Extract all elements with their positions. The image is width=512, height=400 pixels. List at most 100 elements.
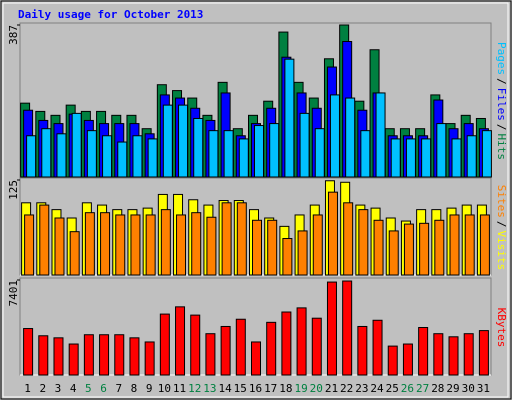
bar: [206, 216, 217, 276]
legend-entry: KBytes: [495, 308, 508, 348]
bar: [83, 334, 94, 376]
bar: [145, 214, 156, 276]
x-tick-label: 6: [100, 382, 107, 395]
x-tick-label: 31: [477, 382, 490, 395]
bar: [251, 341, 261, 376]
bar: [360, 130, 371, 178]
bar: [343, 202, 354, 276]
x-tick-label: 19: [294, 382, 307, 395]
x-tick-label: 12: [188, 382, 201, 395]
bar: [190, 314, 201, 376]
x-tick-label: 25: [386, 382, 399, 395]
bar: [357, 325, 368, 376]
bar: [464, 214, 475, 276]
bar: [345, 97, 356, 178]
bar: [463, 333, 474, 376]
x-tick-label: 16: [249, 382, 262, 395]
bar: [160, 209, 171, 276]
bar: [41, 128, 52, 178]
x-tick-label: 30: [462, 382, 475, 395]
x-tick-label: 9: [146, 382, 153, 395]
legend: Sites / Visits: [495, 185, 508, 271]
bar: [434, 219, 445, 276]
x-tick-label: 7: [115, 382, 122, 395]
bar: [193, 117, 204, 178]
bar: [403, 223, 414, 276]
legend-separator: /: [495, 221, 508, 228]
bar: [372, 319, 383, 376]
x-tick-label: 3: [55, 382, 62, 395]
bar: [23, 328, 34, 376]
bar: [269, 123, 280, 178]
y-tick-label: 7401: [7, 280, 20, 307]
bar: [147, 138, 158, 178]
bar: [284, 58, 295, 178]
x-tick-label: 27: [416, 382, 429, 395]
x-tick-label: 18: [279, 382, 292, 395]
bar: [176, 214, 187, 276]
bar: [238, 138, 249, 178]
x-tick-label: 28: [431, 382, 444, 395]
bar: [418, 327, 429, 376]
bar: [419, 222, 430, 276]
bar: [448, 336, 459, 376]
x-tick-label: 20: [310, 382, 323, 395]
bar: [451, 138, 462, 178]
bar: [314, 128, 325, 178]
bar: [53, 337, 64, 376]
bar: [54, 217, 65, 276]
bar: [235, 318, 246, 376]
bar: [221, 202, 232, 276]
bar: [86, 130, 97, 178]
bar: [281, 311, 292, 376]
bar: [388, 230, 399, 276]
bar: [312, 214, 323, 276]
bar: [479, 214, 490, 276]
legend-separator: /: [495, 78, 508, 85]
legend-entry: Pages: [495, 42, 508, 75]
x-tick-label: 14: [218, 382, 232, 395]
x-tick-label: 4: [70, 382, 77, 395]
bar: [329, 94, 340, 178]
bar: [208, 130, 219, 178]
legend-entry: Files: [495, 88, 508, 121]
x-tick-label: 24: [370, 382, 384, 395]
bar: [68, 343, 79, 376]
bar: [267, 219, 278, 276]
bar: [254, 125, 264, 178]
bar: [129, 337, 140, 376]
x-tick-label: 29: [446, 382, 459, 395]
bar: [358, 209, 369, 276]
x-tick-label: 11: [173, 382, 186, 395]
bar: [159, 313, 170, 376]
chart-title: Daily usage for October 2013: [18, 8, 203, 21]
bar: [56, 133, 67, 178]
x-tick-label: 23: [355, 382, 368, 395]
bar: [466, 135, 477, 178]
bar: [311, 317, 322, 376]
x-tick-label: 2: [39, 382, 46, 395]
legend-entry: Sites: [495, 185, 508, 218]
y-tick-label: 387: [7, 25, 20, 45]
bar: [402, 343, 413, 376]
bar: [24, 214, 35, 276]
bar: [117, 141, 128, 178]
bar: [100, 212, 111, 276]
bar: [38, 335, 49, 376]
bar: [390, 138, 401, 178]
bar: [387, 345, 398, 376]
bar: [478, 330, 489, 376]
bar: [449, 214, 460, 276]
bar: [26, 135, 37, 178]
bar: [71, 112, 82, 178]
x-tick-label: 1: [24, 382, 31, 395]
x-tick-label: 22: [340, 382, 353, 395]
bar: [373, 219, 384, 276]
bar: [296, 307, 307, 376]
bar: [326, 281, 337, 376]
bar: [252, 219, 262, 276]
bar: [191, 212, 202, 276]
